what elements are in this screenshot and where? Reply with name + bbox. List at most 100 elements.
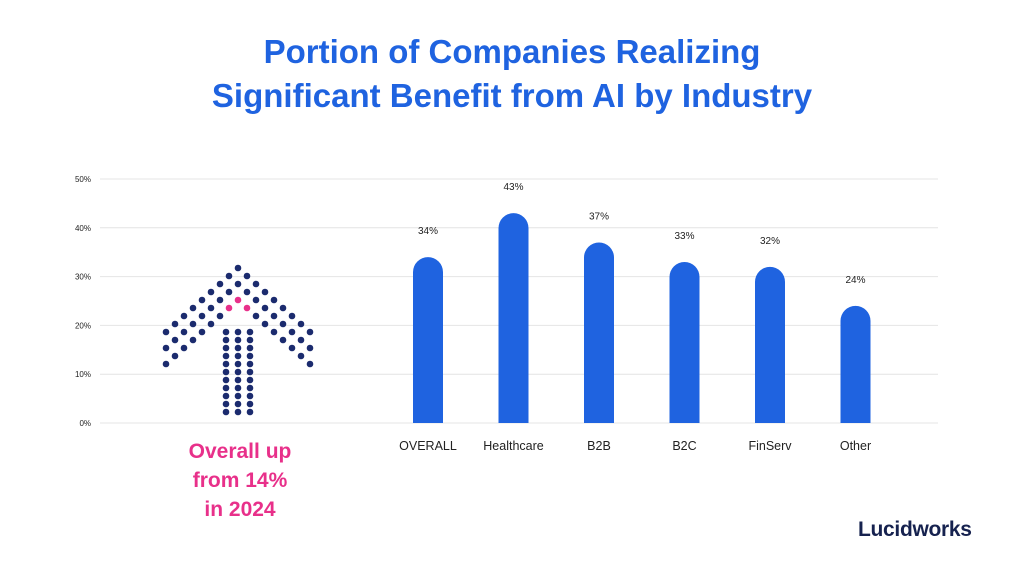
arrow-dot	[234, 296, 242, 304]
arrow-dot	[279, 320, 287, 328]
data-label-b2c: 33%	[674, 231, 694, 242]
arrow-dot	[234, 408, 242, 416]
category-label-finserv: FinServ	[748, 439, 792, 453]
arrow-dot	[246, 328, 254, 336]
arrow-dot	[222, 328, 230, 336]
arrow-dot	[261, 320, 269, 328]
bar-b2b	[584, 242, 614, 423]
category-label-overall: OVERALL	[399, 439, 457, 453]
category-label-b2c: B2C	[672, 439, 696, 453]
arrow-dot	[246, 392, 254, 400]
arrow-dot	[234, 376, 242, 384]
arrow-dot	[234, 384, 242, 392]
category-label-healthcare: Healthcare	[483, 439, 543, 453]
arrow-dot	[243, 288, 251, 296]
arrow-dot	[234, 328, 242, 336]
category-label-other: Other	[840, 439, 871, 453]
arrow-dot	[246, 344, 254, 352]
arrow-dot	[222, 408, 230, 416]
arrow-dot	[306, 328, 314, 336]
x-axis-categories: OVERALL Healthcare B2B B2C FinServ Other	[399, 439, 871, 453]
arrow-dot	[297, 320, 305, 328]
arrow-dot	[234, 368, 242, 376]
arrow-dot	[252, 280, 260, 288]
category-label-b2b: B2B	[587, 439, 611, 453]
arrow-dot	[234, 392, 242, 400]
data-labels: 34% 43% 37% 33% 32% 24%	[418, 182, 866, 286]
arrow-dot	[246, 336, 254, 344]
y-axis-ticks: 0% 10% 20% 30% 40% 50%	[75, 175, 91, 428]
arrow-dot	[162, 360, 170, 368]
data-label-healthcare: 43%	[503, 182, 523, 193]
arrow-dot	[234, 400, 242, 408]
arrow-dot	[222, 360, 230, 368]
bar-b2c	[669, 261, 700, 423]
arrow-dot	[162, 344, 170, 352]
arrow-dot	[261, 304, 269, 312]
arrow-dot	[246, 368, 254, 376]
y-tick-label: 30%	[75, 273, 91, 282]
arrow-dot	[246, 352, 254, 360]
arrow-dot	[222, 344, 230, 352]
dotted-up-arrow-icon	[162, 264, 314, 416]
callout-line-2: from 14%	[192, 469, 288, 492]
chart-title: Portion of Companies Realizing Significa…	[0, 30, 1024, 118]
callout-text: Overall up from 14% in 2024	[150, 437, 330, 524]
lucidworks-logo: Lucidworks	[858, 518, 972, 541]
arrow-dot	[279, 336, 287, 344]
arrow-dot	[171, 336, 179, 344]
arrow-dot	[222, 400, 230, 408]
arrow-dot	[222, 384, 230, 392]
arrow-dot	[222, 368, 230, 376]
callout-line-1: Overall up	[188, 440, 292, 463]
arrow-dot	[288, 312, 296, 320]
arrow-dot	[297, 336, 305, 344]
arrow-dot	[246, 408, 254, 416]
arrow-dot	[261, 288, 269, 296]
arrow-dot	[180, 312, 188, 320]
arrow-dot	[234, 280, 242, 288]
arrow-dot	[189, 304, 197, 312]
arrow-dot	[207, 304, 215, 312]
data-label-finserv: 32%	[760, 236, 780, 247]
arrow-dot	[297, 352, 305, 360]
bar-other	[840, 305, 871, 423]
arrow-dot	[216, 280, 224, 288]
y-tick-label: 0%	[79, 419, 91, 428]
arrow-dot	[246, 360, 254, 368]
arrow-dot	[246, 400, 254, 408]
bar-overall	[413, 257, 443, 423]
arrow-dot	[288, 328, 296, 336]
y-tick-label: 50%	[75, 175, 91, 184]
arrow-dot	[246, 376, 254, 384]
arrow-dot	[252, 312, 260, 320]
arrow-dot	[171, 352, 179, 360]
chart-title-line-1: Portion of Companies Realizing	[263, 33, 761, 70]
arrow-dot	[216, 312, 224, 320]
y-tick-label: 10%	[75, 370, 91, 379]
arrow-dot	[243, 304, 251, 312]
arrow-dot	[234, 352, 242, 360]
arrow-dot	[306, 360, 314, 368]
arrow-dot	[225, 304, 233, 312]
data-label-other: 24%	[845, 275, 865, 286]
arrow-dot	[225, 272, 233, 280]
bars	[413, 213, 871, 423]
arrow-dot	[162, 328, 170, 336]
arrow-dot	[243, 272, 251, 280]
arrow-dot	[279, 304, 287, 312]
chart-title-line-2: Significant Benefit from AI by Industry	[211, 77, 813, 114]
arrow-dot	[207, 288, 215, 296]
arrow-dot	[198, 296, 206, 304]
arrow-dot	[171, 320, 179, 328]
arrow-dot	[222, 376, 230, 384]
arrow-dot	[225, 288, 233, 296]
arrow-dot	[222, 336, 230, 344]
arrow-dot	[180, 328, 188, 336]
arrow-dot	[270, 328, 278, 336]
arrow-dot	[198, 312, 206, 320]
bar-finserv	[755, 266, 785, 423]
y-tick-label: 40%	[75, 224, 91, 233]
arrow-dot	[180, 344, 188, 352]
